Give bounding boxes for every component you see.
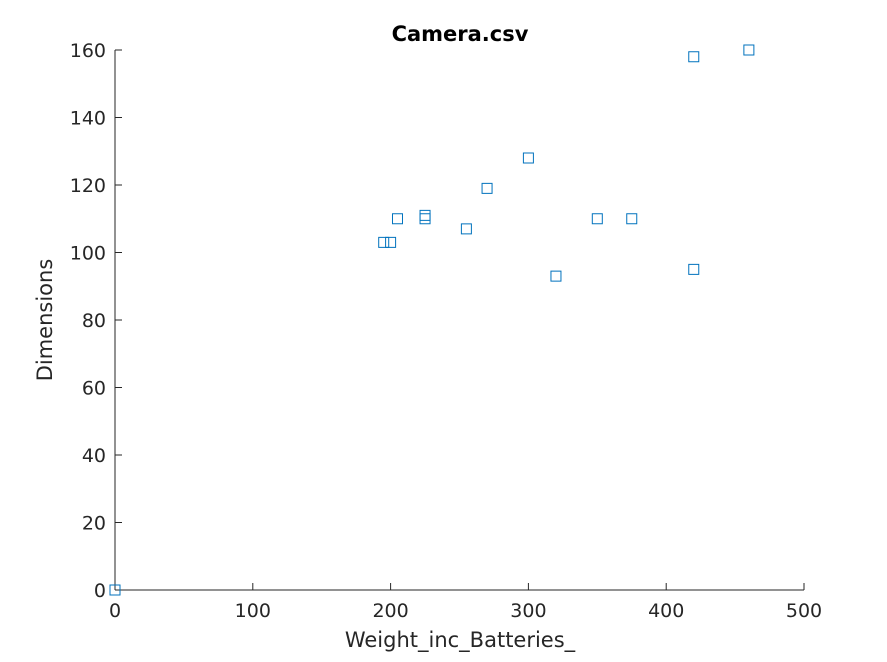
- y-tick-label: 80: [82, 310, 106, 332]
- data-point: [109, 584, 121, 596]
- y-tick-label: 140: [70, 108, 106, 130]
- data-point: [391, 213, 403, 225]
- data-point: [378, 236, 390, 248]
- y-tick-label: 0: [94, 580, 106, 602]
- data-point: [522, 152, 534, 164]
- ticks: 0 100 200 300 400 500 0 20 40 60 80 100 120 140 160: [70, 40, 822, 622]
- y-tick-label: 100: [70, 243, 106, 265]
- y-tick-label: 120: [70, 175, 106, 197]
- x-tick-label: 300: [510, 600, 546, 622]
- y-axis-label: Dimensions: [33, 259, 57, 382]
- data-point: [743, 44, 755, 56]
- x-tick-label: 400: [648, 600, 684, 622]
- data-point: [688, 51, 700, 63]
- data-point: [481, 182, 493, 194]
- axes: [114, 50, 804, 591]
- data-point: [626, 213, 638, 225]
- data-points: [109, 44, 755, 596]
- data-point: [419, 209, 431, 221]
- x-tick-label: 500: [786, 600, 822, 622]
- x-tick-label: 100: [235, 600, 271, 622]
- data-point: [460, 223, 472, 235]
- y-tick-label: 160: [70, 40, 106, 62]
- y-tick-label: 20: [82, 513, 106, 535]
- data-point: [550, 270, 562, 282]
- x-tick-label: 0: [109, 600, 121, 622]
- data-point: [591, 213, 603, 225]
- y-tick-label: 60: [82, 378, 106, 400]
- data-point: [419, 213, 431, 225]
- data-point: [385, 236, 397, 248]
- chart-title: Camera.csv: [392, 22, 529, 46]
- x-axis-label: Weight_inc_Batteries_: [345, 628, 576, 653]
- y-tick-label: 40: [82, 445, 106, 467]
- x-tick-label: 200: [372, 600, 408, 622]
- data-point: [688, 263, 700, 275]
